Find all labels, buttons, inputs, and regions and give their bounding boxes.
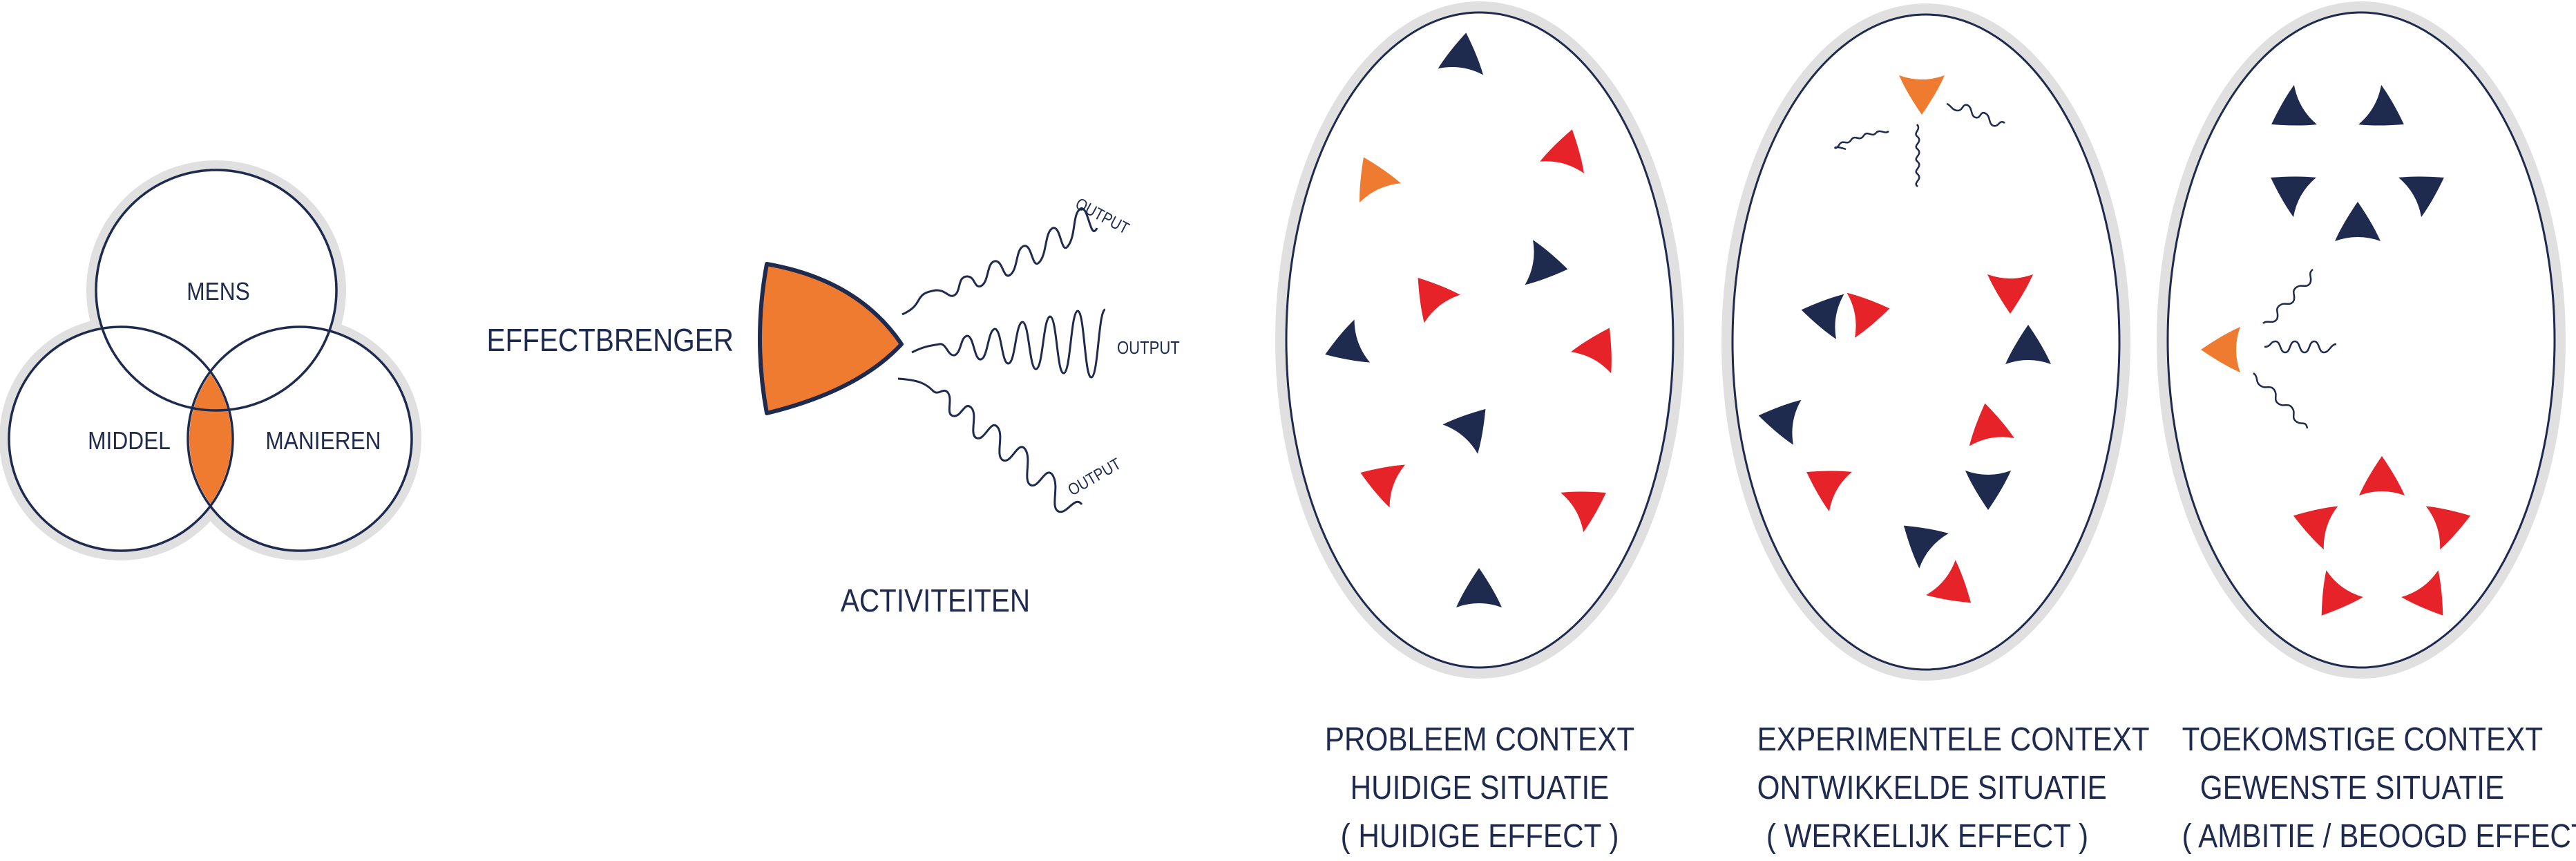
effectbrenger-label: EFFECTBRENGER (487, 323, 734, 359)
caption-line: ( HUIDIGE EFFECT ) (1340, 818, 1619, 855)
future-small-waves (2253, 269, 2337, 429)
venn-label-manieren: MANIEREN (265, 427, 381, 455)
output-label-middle: OUTPUT (1117, 338, 1180, 358)
output-wave-middle (911, 308, 1107, 379)
output-wave-top (901, 207, 1098, 316)
caption-line: HUIDIGE SITUATIE (1350, 770, 1610, 806)
caption-line: EXPERIMENTELE CONTEXT (1757, 721, 2150, 758)
caption-probleem-context: PROBLEEM CONTEXT HUIDIGE SITUATIE ( HUID… (1310, 716, 1650, 861)
caption-line: PROBLEEM CONTEXT (1324, 721, 1635, 758)
caption-line: TOEKOMSTIGE CONTEXT (2182, 721, 2544, 758)
output-wave-bottom (897, 377, 1083, 513)
output-label-bottom: OUTPUT (1065, 454, 1124, 499)
effectbrenger-section: EFFECTBRENGER OUTPUT OUTPUT OUTPUT ACTIV… (487, 194, 1181, 619)
venn-label-middel: MIDDEL (88, 427, 171, 455)
caption-line: ( WERKELIJK EFFECT ) (1766, 818, 2089, 855)
venn-label-mens: MENS (187, 278, 249, 305)
venn-circle-mens (95, 169, 338, 412)
caption-line: ONTWIKKELDE SITUATIE (1757, 770, 2107, 806)
output-label-top: OUTPUT (1072, 194, 1132, 238)
output-waves (897, 207, 1107, 513)
caption-toekomstige-context: TOEKOMSTIGE CONTEXT GEWENSTE SITUATIE ( … (2182, 716, 2576, 861)
caption-line: ( AMBITIE / BEOOGD EFFECT ) (2182, 818, 2576, 855)
venn-circle-manieren (187, 325, 413, 552)
context-toekomstig-ellipse (2157, 1, 2566, 679)
venn-diagram: MENS MIDDEL MANIEREN (0, 160, 421, 560)
venn-circle-middel (8, 325, 234, 552)
experimental-small-waves (1834, 102, 2005, 187)
caption-experimentele-context: EXPERIMENTELE CONTEXT ONTWIKKELDE SITUAT… (1757, 716, 2150, 861)
effectbrenger-shape (758, 262, 904, 415)
caption-line: GEWENSTE SITUATIE (2200, 770, 2505, 806)
activiteiten-label: ACTIVITEITEN (841, 584, 1030, 619)
